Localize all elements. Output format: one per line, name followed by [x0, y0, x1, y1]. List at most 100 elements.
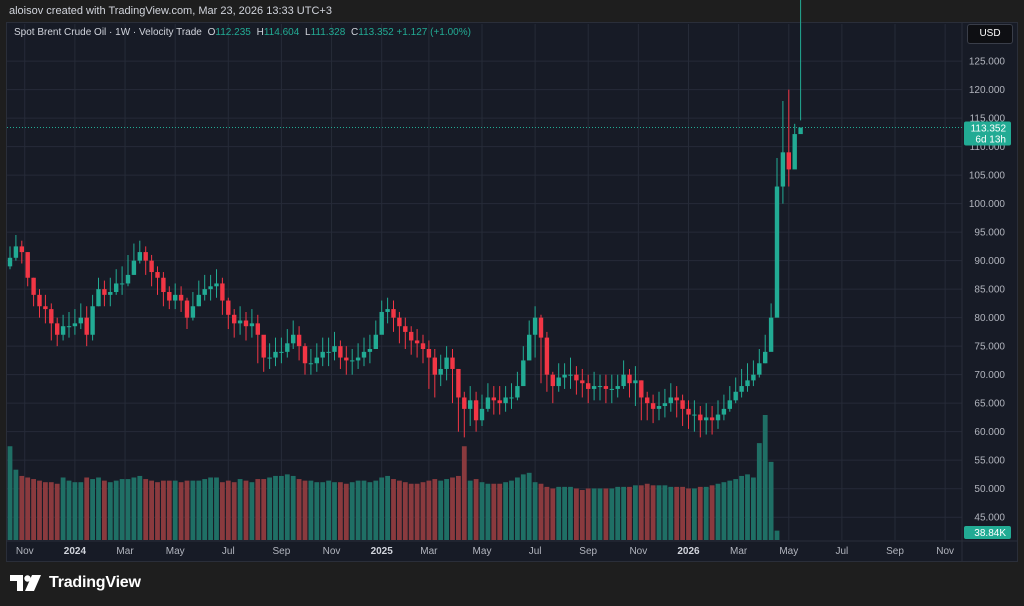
chart-grid	[6, 22, 1018, 561]
candle-body	[373, 334, 378, 350]
price-tick-label: 55.000	[974, 456, 1005, 467]
candle-body	[108, 292, 113, 295]
time-tick-label: Mar	[116, 546, 134, 557]
volume-bar	[562, 486, 567, 540]
candle-body	[680, 400, 685, 409]
candle-body	[119, 283, 125, 285]
candle-body	[586, 383, 591, 389]
volume-bar	[314, 482, 320, 540]
candle-body	[102, 289, 107, 295]
candle-body	[650, 403, 656, 409]
candle-body	[633, 380, 638, 384]
candle-body	[237, 320, 243, 324]
candle-body	[556, 377, 561, 387]
currency-button[interactable]: USD	[967, 24, 1013, 44]
candle-body	[208, 286, 213, 290]
volume-bar	[37, 480, 42, 540]
volume-bar	[338, 482, 343, 540]
volume-bar	[19, 475, 25, 540]
candle-body	[468, 400, 473, 409]
candle-body	[173, 294, 178, 301]
volume-bar	[273, 475, 278, 540]
volume-bar	[397, 480, 402, 540]
candle-body	[798, 127, 803, 135]
candle-body	[456, 368, 461, 398]
volume-bar	[296, 479, 302, 540]
candle-body	[550, 374, 555, 387]
volume-bar	[284, 474, 290, 540]
candles	[7, 0, 803, 438]
volume-bar	[473, 479, 479, 540]
volume-bar	[597, 488, 603, 540]
candle-body	[621, 374, 626, 387]
time-tick-label: Nov	[16, 546, 34, 557]
volume-bar	[60, 477, 66, 540]
price-tick-label: 70.000	[974, 370, 1005, 381]
volume-bar	[84, 477, 90, 540]
candle-body	[733, 391, 738, 401]
candle-body	[167, 292, 172, 301]
candle-body	[409, 331, 414, 341]
volume-bar	[715, 483, 721, 540]
volume-tag-value: 38.84K	[974, 528, 1006, 539]
volume-bar	[467, 480, 473, 540]
volume-bar	[7, 446, 13, 540]
volume-bar	[355, 480, 361, 540]
candle-body	[296, 334, 302, 347]
candle-body	[302, 346, 308, 364]
volume-bar	[25, 477, 31, 540]
tradingview-logo[interactable]: TradingView	[10, 574, 141, 592]
candle-body	[414, 340, 420, 344]
volume-bar	[237, 479, 243, 540]
volume-bar	[54, 483, 60, 540]
candle-body	[285, 343, 290, 352]
candle-body	[367, 349, 373, 352]
volume-bar	[361, 480, 367, 540]
volume-bar	[172, 480, 178, 540]
volume-bar	[402, 482, 408, 540]
candle-body	[220, 283, 225, 301]
volume-bar	[756, 443, 762, 540]
volume-bar	[107, 482, 113, 540]
candle-body	[149, 260, 154, 273]
volume-bar	[48, 482, 54, 540]
candle-body	[344, 357, 349, 361]
volume-bar	[532, 482, 538, 540]
volume-bar	[574, 488, 579, 540]
volume-bar	[456, 475, 461, 540]
volume-bar	[13, 469, 19, 540]
volume-bar	[31, 479, 36, 540]
low-label: L	[305, 27, 311, 38]
candle-body	[326, 351, 331, 353]
volume-bar	[692, 488, 697, 540]
time-tick-label: Sep	[886, 546, 904, 557]
high-value: 114.604	[263, 27, 300, 38]
volume-bar	[214, 477, 219, 540]
candle-body	[31, 277, 36, 295]
candle-body	[615, 386, 620, 389]
candle-body	[739, 386, 744, 392]
volume-bar	[261, 479, 267, 540]
candle-body	[397, 317, 402, 327]
candle-body	[485, 397, 491, 409]
volume-bar	[656, 485, 662, 540]
volume-bar	[526, 472, 532, 540]
time-tick-label: 2025	[371, 546, 394, 557]
candle-body	[438, 368, 443, 375]
volume-bar	[479, 482, 485, 540]
volume-bar	[220, 482, 225, 540]
time-axis: Nov 2024 Mar May Jul Sep Nov 2025 Mar May Jul Sep No…	[16, 546, 954, 557]
volume-bar	[579, 490, 585, 540]
candle-body	[178, 294, 184, 301]
volume-bar	[491, 483, 497, 540]
volume-bar	[255, 479, 261, 540]
volume-bar	[762, 415, 768, 540]
candle-body	[491, 397, 496, 401]
candle-body	[308, 363, 314, 365]
candle-body	[196, 294, 201, 307]
volume-bar	[426, 480, 432, 540]
chart-frame[interactable]	[6, 22, 1018, 562]
time-tick-label: Sep	[579, 546, 597, 557]
candle-body	[645, 397, 650, 404]
